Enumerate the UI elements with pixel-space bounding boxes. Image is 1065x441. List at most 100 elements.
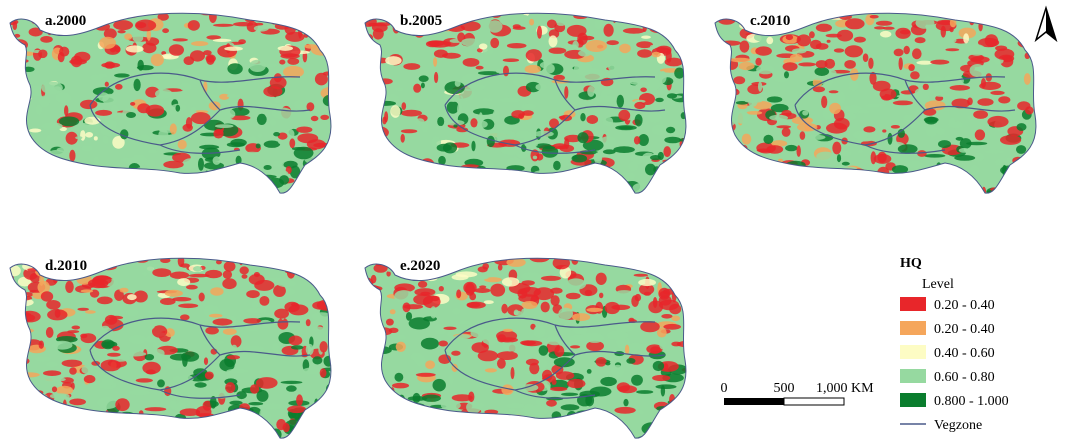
habitat-patch <box>630 81 651 86</box>
habitat-patch <box>302 271 313 278</box>
habitat-patch <box>903 45 910 55</box>
habitat-patch <box>316 191 331 194</box>
habitat-patch <box>315 188 321 194</box>
habitat-patch <box>183 56 195 65</box>
habitat-patch <box>789 53 803 63</box>
habitat-patch <box>671 16 677 23</box>
habitat-patch <box>785 144 798 152</box>
habitat-patch <box>279 59 286 65</box>
habitat-patch <box>500 146 522 155</box>
habitat-patch <box>510 367 515 380</box>
habitat-patch <box>415 118 425 126</box>
legend: HQ Level 0.20 - 0.40 0.20 - 0.40 0.40 - 0.… <box>900 256 1009 433</box>
north-arrow <box>1034 5 1058 43</box>
habitat-patch <box>891 165 909 174</box>
habitat-patch <box>460 88 475 101</box>
habitat-patch <box>671 341 682 347</box>
habitat-patch <box>238 181 260 194</box>
habitat-patch <box>365 289 366 301</box>
habitat-patch <box>28 85 45 97</box>
habitat-patch <box>169 353 191 361</box>
habitat-patch <box>561 154 569 167</box>
habitat-patch <box>949 38 957 43</box>
habitat-patch <box>31 162 52 170</box>
habitat-patch <box>369 304 379 316</box>
habitat-patch <box>719 115 736 127</box>
habitat-patch <box>323 355 331 367</box>
scale-bar: 0 500 1,000 KM <box>721 381 874 406</box>
habitat-patch <box>315 177 329 187</box>
habitat-patch <box>1023 73 1031 85</box>
habitat-patch <box>533 287 555 301</box>
habitat-patch <box>589 386 612 397</box>
habitat-patch <box>198 157 204 171</box>
habitat-patch <box>974 129 986 141</box>
habitat-patch <box>595 95 616 103</box>
habitat-patch <box>377 100 396 106</box>
habitat-patch <box>311 312 331 321</box>
habitat-patch <box>274 97 281 104</box>
habitat-patch <box>380 165 401 173</box>
habitat-patch <box>296 126 313 133</box>
habitat-patch <box>97 396 119 409</box>
habitat-patch <box>603 23 614 37</box>
habitat-patch <box>636 305 641 310</box>
habitat-patch <box>428 430 445 435</box>
habitat-patch <box>182 436 196 439</box>
habitat-patch <box>212 38 232 43</box>
habitat-patch <box>152 268 172 277</box>
habitat-patch <box>117 30 126 34</box>
habitat-patch <box>973 110 988 119</box>
habitat-patch <box>815 60 828 69</box>
habitat-patch <box>916 60 933 65</box>
habitat-patch <box>814 67 830 76</box>
habitat-patch <box>600 136 617 148</box>
habitat-patch <box>739 13 746 22</box>
habitat-patch <box>187 20 200 31</box>
habitat-patch <box>157 431 177 435</box>
habitat-patch <box>15 330 26 337</box>
habitat-patch <box>758 81 763 92</box>
habitat-patch <box>81 365 94 374</box>
habitat-patch <box>438 340 448 347</box>
habitat-patch <box>936 128 945 135</box>
habitat-patch <box>214 124 234 128</box>
habitat-patch <box>159 183 179 188</box>
habitat-patch <box>652 374 671 382</box>
habitat-patch <box>619 43 631 54</box>
habitat-patch <box>182 158 199 169</box>
habitat-patch <box>425 416 438 424</box>
habitat-patch <box>365 345 373 356</box>
habitat-patch <box>887 132 893 145</box>
habitat-patch <box>938 179 956 186</box>
habitat-patch <box>91 429 98 433</box>
habitat-patch <box>434 71 439 84</box>
habitat-patch <box>386 154 407 158</box>
legend-swatch <box>900 297 926 311</box>
habitat-patch <box>552 143 568 150</box>
habitat-patch <box>943 74 964 88</box>
habitat-patch <box>13 291 28 303</box>
habitat-patch <box>968 189 979 194</box>
habitat-patch <box>374 114 381 127</box>
habitat-patch <box>570 345 581 349</box>
habitat-patch <box>915 17 935 29</box>
habitat-patch <box>610 13 624 21</box>
habitat-patch <box>981 78 986 88</box>
habitat-patch <box>671 426 677 430</box>
habitat-patch <box>35 104 43 115</box>
habitat-patch <box>959 138 972 149</box>
habitat-patch <box>401 428 415 436</box>
legend-label: Vegzone <box>934 418 982 433</box>
habitat-patch <box>497 358 506 369</box>
habitat-patch <box>904 173 920 179</box>
habitat-patch <box>456 289 462 299</box>
habitat-patch <box>272 342 279 352</box>
habitat-patch <box>531 404 548 416</box>
habitat-patch <box>484 430 496 438</box>
habitat-patch <box>1025 106 1034 115</box>
habitat-patch <box>667 258 673 264</box>
habitat-patch <box>496 351 518 360</box>
habitat-patch <box>365 423 367 436</box>
legend-label: 0.40 - 0.60 <box>934 346 995 361</box>
